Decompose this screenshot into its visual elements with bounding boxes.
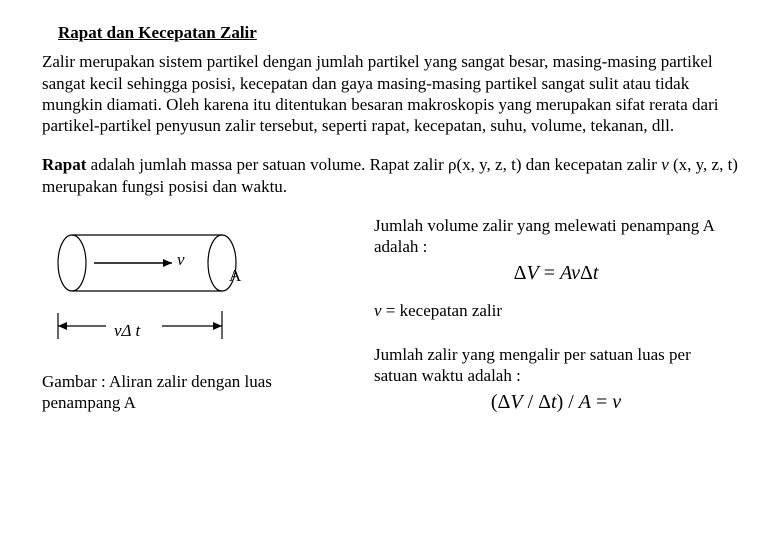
equation-2: (ΔV / Δt) / A = v (374, 390, 738, 415)
figure-left-column: v A vΔ t Gambar : Aliran zalir dengan lu… (42, 215, 362, 431)
figure-label-A: A (229, 265, 241, 286)
cylinder-svg (42, 223, 302, 343)
equation-1: ΔV = AvΔt (374, 261, 738, 286)
paragraph-2: Rapat adalah jumlah massa per satuan vol… (42, 154, 738, 197)
page-root: Rapat dan Kecepatan Zalir Zalir merupaka… (0, 0, 780, 430)
page-title: Rapat dan Kecepatan Zalir (58, 22, 738, 43)
v-symbol: v (661, 155, 669, 174)
right-line-1: Jumlah volume zalir yang melewati penamp… (374, 215, 738, 258)
word-rapat: Rapat (42, 155, 86, 174)
paragraph-1: Zalir merupakan sistem partikel dengan j… (42, 51, 738, 136)
p2-mid1: adalah jumlah massa per satuan volume. R… (86, 155, 448, 174)
figure-label-vdt: vΔ t (114, 320, 140, 341)
eq1-text: ΔV = AvΔt (514, 262, 599, 284)
right-line-2-rest: = kecepatan zalir (382, 301, 503, 320)
right-line-3: Jumlah zalir yang mengalir per satuan lu… (374, 344, 738, 387)
figure-right-column: Jumlah volume zalir yang melewati penamp… (362, 215, 738, 429)
v-eq-symbol: v (374, 301, 382, 320)
figure-label-v: v (177, 249, 185, 270)
eq2-text: (ΔV / Δt) / A = v (491, 391, 621, 413)
rho-symbol: ρ (448, 155, 456, 174)
cylinder-diagram: v A vΔ t (42, 223, 302, 343)
right-line-2: v = kecepatan zalir (374, 300, 738, 321)
p2-args1: (x, y, z, t) dan kecepatan zalir (457, 155, 662, 174)
figure-caption: Gambar : Aliran zalir dengan luas penamp… (42, 371, 332, 414)
figure-row: v A vΔ t Gambar : Aliran zalir dengan lu… (42, 215, 738, 431)
